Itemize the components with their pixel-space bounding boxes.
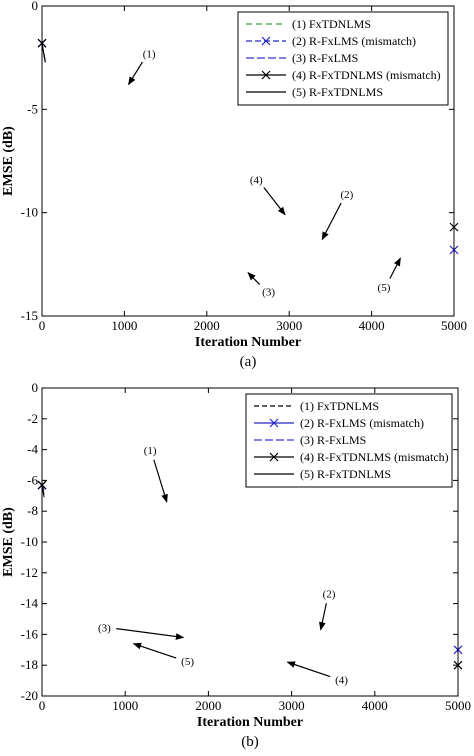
chart-a-annotation-label-1: (1) (143, 49, 156, 61)
chart-a-plot (38, 39, 459, 255)
chart-b-annotation-label-3: (3) (98, 622, 111, 634)
chart-a-ytick-label: 0 (32, 0, 39, 13)
chart-b-legend: (1) FxTDNLMS (2) R-FxLMS (mismatch) (3) R-… (245, 393, 453, 488)
chart-a-legend: (1) FxTDNLMS (2) R-FxLMS (mismatch) (3) R-… (237, 11, 449, 106)
chart-a-legend-label-1: (1) FxTDNLMS (292, 17, 371, 31)
chart-b-ytick-label: -6 (27, 472, 38, 487)
chart-a-legend-label-5: (5) R-FxTDNLMS (292, 85, 383, 99)
chart-a-legend-label-3: (3) R-FxLMS (292, 51, 358, 65)
chart-a-annotation-arrow-2 (321, 202, 342, 241)
chart-b-caption: (b) (241, 734, 259, 750)
chart-a-series-5-line (42, 43, 46, 63)
chart-b-ytick-label: -14 (21, 596, 39, 611)
chart-b-ytick-label: -8 (27, 503, 38, 518)
chart-b: 0 1000 2000 3000 4000 5000 0 -2 -4 -6 -8 -10 -12 -14 -… (0, 378, 471, 750)
chart-a-xtick-label: 3000 (276, 318, 302, 333)
chart-b-legend-label-4: (4) R-FxTDNLMS (mismatch) (300, 450, 449, 464)
chart-b-ytick-label: -4 (27, 442, 38, 457)
chart-a-annotation-arrow-1 (128, 61, 143, 86)
chart-b-xtick-label: 1000 (112, 698, 138, 713)
chart-a-xtick-label: 5000 (441, 318, 467, 333)
chart-b-annotation-arrow-3 (116, 628, 185, 640)
chart-a-legend-marker-2 (261, 36, 271, 46)
chart-b-ytick-label: -12 (21, 565, 38, 580)
chart-b-ytick-label: -16 (21, 626, 39, 641)
chart-b-legend-label-3: (3) R-FxLMS (300, 433, 366, 447)
chart-b-legend-label-2: (2) R-FxLMS (mismatch) (300, 416, 424, 430)
chart-b-annotation-arrow-4 (286, 661, 331, 678)
chart-b-ytick-label: 0 (32, 380, 39, 395)
chart-b-legend-marker-4 (269, 452, 279, 462)
chart-a-axes-frame (41, 5, 455, 317)
chart-b-annotation-arrow-1 (153, 459, 168, 503)
chart-a-ylabel: EMSE (dB) (1, 126, 16, 196)
chart-b-annotation-label-4: (4) (335, 675, 348, 687)
chart-a-xtick-label: 2000 (194, 318, 220, 333)
chart-a-legend-marker-4 (261, 70, 271, 80)
chart-a-legend-label-4: (4) R-FxTDNLMS (mismatch) (292, 68, 441, 82)
chart-a-xtick-label: 4000 (359, 318, 385, 333)
chart-b-xtick-label: 5000 (445, 698, 471, 713)
chart-b-xtick-label: 4000 (362, 698, 388, 713)
chart-a-ytick-label: -5 (27, 101, 38, 116)
chart-b-annotation-arrow-5 (132, 642, 177, 659)
chart-a-annotation-label-4: (4) (250, 175, 263, 187)
chart-a-ytick-label: -10 (21, 205, 38, 220)
chart-b-plot (38, 481, 463, 670)
chart-b-legend-label-5: (5) R-FxTDNLMS (300, 467, 391, 481)
chart-b-ytick-label: -18 (21, 657, 38, 672)
chart-b-ytick-label: -2 (27, 411, 38, 426)
chart-a-annotation-arrow-5 (389, 257, 401, 279)
chart-b-annotation-label-2: (2) (323, 588, 336, 600)
chart-a-annotation-arrow-4 (263, 187, 286, 216)
chart-b-annotation-label-1: (1) (144, 445, 157, 457)
chart-a-annotation-label-2: (2) (340, 189, 353, 201)
chart-b-xtick-label: 0 (39, 698, 46, 713)
chart-a-annotation-label-3: (3) (262, 286, 275, 298)
chart-b-ytick-label: -10 (21, 534, 38, 549)
chart-a: 0 1000 2000 3000 4000 5000 0 -5 -10 -15 Iteration … (0, 0, 467, 370)
chart-a-caption: (a) (240, 354, 257, 370)
chart-a-legend-label-2: (2) R-FxLMS (mismatch) (292, 34, 416, 48)
chart-b-xtick-label: 2000 (195, 698, 221, 713)
chart-a-annotation-arrow-3 (247, 271, 261, 286)
chart-b-xlabel: Iteration Number (197, 715, 303, 730)
chart-b-ylabel: EMSE (dB) (1, 507, 16, 577)
chart-a-xtick-label: 1000 (111, 318, 137, 333)
chart-b-annotation-arrow-2 (319, 603, 327, 631)
chart-a-ytick-label: -15 (21, 308, 38, 323)
chart-a-xtick-label: 0 (39, 318, 46, 333)
chart-b-ytick-label: -20 (21, 688, 38, 703)
chart-b-legend-marker-2 (269, 418, 279, 428)
chart-b-legend-label-1: (1) FxTDNLMS (300, 399, 379, 413)
chart-a-annotation-label-5: (5) (378, 282, 391, 294)
chart-b-xtick-label: 3000 (279, 698, 305, 713)
chart-a-xlabel: Iteration Number (195, 335, 301, 350)
chart-b-annotation-label-5: (5) (181, 656, 194, 668)
